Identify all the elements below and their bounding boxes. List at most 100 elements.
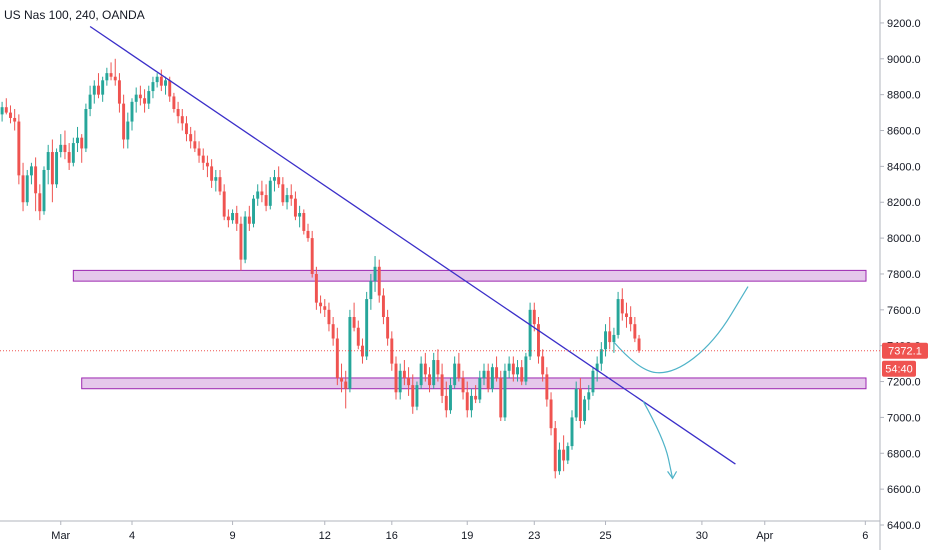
candle-body bbox=[331, 324, 335, 339]
candle-body bbox=[289, 195, 293, 199]
candle-body bbox=[109, 73, 113, 77]
candle-body bbox=[285, 195, 289, 203]
candle-body bbox=[205, 162, 209, 167]
candle-body bbox=[348, 317, 352, 389]
candle-body bbox=[218, 177, 222, 192]
price-tick-label: 7200.0 bbox=[887, 377, 921, 389]
candle-body bbox=[449, 385, 452, 411]
countdown-badge bbox=[882, 360, 916, 377]
candle-body bbox=[465, 392, 469, 411]
candle-body bbox=[616, 299, 620, 335]
time-tick-label: 9 bbox=[230, 530, 236, 542]
candle-body bbox=[159, 76, 163, 86]
candle-body bbox=[457, 363, 461, 378]
candle-body bbox=[252, 198, 255, 224]
price-tick-label: 9000.0 bbox=[887, 54, 921, 66]
candle-body bbox=[88, 94, 92, 109]
candle-body bbox=[29, 166, 33, 176]
candle-body bbox=[402, 370, 406, 378]
candle-body bbox=[50, 152, 54, 185]
candle-body bbox=[59, 144, 63, 153]
candle-body bbox=[235, 213, 239, 224]
candle-body bbox=[419, 363, 423, 386]
candle-body bbox=[310, 238, 314, 274]
candle-body bbox=[80, 137, 84, 149]
candle-body bbox=[168, 80, 172, 97]
candle-body bbox=[604, 331, 607, 350]
candle-body bbox=[587, 392, 591, 400]
candle-body bbox=[176, 109, 180, 117]
candle-body bbox=[482, 370, 486, 378]
candle-body bbox=[4, 107, 8, 113]
candle-body bbox=[440, 374, 444, 396]
candle-body bbox=[503, 370, 507, 418]
candle-body bbox=[461, 377, 465, 393]
price-tick-label: 9200.0 bbox=[887, 18, 921, 30]
candle-body bbox=[97, 85, 100, 95]
price-tick-label: 8800.0 bbox=[887, 90, 921, 102]
candle-body bbox=[130, 101, 134, 122]
price-tick-label: 6400.0 bbox=[887, 520, 921, 532]
candle-body bbox=[524, 356, 528, 382]
time-tick-label: 12 bbox=[319, 530, 331, 542]
candle-body bbox=[21, 175, 25, 203]
candle-body bbox=[562, 449, 566, 461]
candle-body bbox=[38, 193, 42, 212]
candle-body bbox=[260, 191, 264, 196]
candle-body bbox=[411, 385, 415, 407]
candle-body bbox=[214, 177, 218, 181]
current-price-badge bbox=[882, 342, 928, 359]
candle-body bbox=[277, 177, 281, 185]
candle-body bbox=[193, 141, 197, 149]
sr-zone bbox=[72, 269, 867, 282]
candle-body bbox=[474, 395, 478, 400]
candle-body bbox=[319, 302, 323, 307]
price-tick-label: 8600.0 bbox=[887, 126, 921, 138]
candle-body bbox=[545, 374, 549, 400]
projection-curve bbox=[642, 400, 674, 479]
candle-body bbox=[143, 98, 147, 104]
candle-body bbox=[281, 184, 285, 203]
candle-body bbox=[122, 103, 126, 140]
chart-title: US Nas 100, 240, OANDA bbox=[4, 8, 145, 22]
candle-body bbox=[511, 363, 515, 375]
candle-body bbox=[633, 324, 637, 339]
candle-body bbox=[490, 367, 494, 389]
projection-curve bbox=[613, 286, 749, 374]
candle-body bbox=[247, 216, 251, 224]
candle-body bbox=[189, 134, 193, 142]
candle-body bbox=[117, 80, 121, 104]
candle-body bbox=[557, 449, 561, 472]
price-tick-label: 8000.0 bbox=[887, 233, 921, 245]
candle-body bbox=[625, 313, 628, 317]
candle-body bbox=[298, 213, 302, 217]
candle-body bbox=[0, 107, 4, 115]
candle-body bbox=[151, 82, 155, 92]
countdown-label: 54:40 bbox=[885, 364, 913, 376]
candle-body bbox=[361, 345, 364, 357]
candle-body bbox=[113, 76, 117, 81]
candle-body bbox=[541, 356, 545, 375]
candle-body bbox=[185, 123, 188, 135]
time-tick-label: 30 bbox=[696, 530, 708, 542]
candle-body bbox=[398, 370, 402, 393]
candle-body bbox=[390, 338, 394, 364]
candle-body bbox=[595, 363, 599, 371]
candle-body bbox=[608, 331, 612, 343]
candle-body bbox=[415, 385, 419, 407]
candle-body bbox=[155, 76, 159, 83]
time-tick-label: 23 bbox=[528, 530, 540, 542]
candle-body bbox=[105, 73, 109, 81]
candle-body bbox=[377, 266, 381, 296]
candle-body bbox=[13, 117, 17, 122]
trendline bbox=[89, 25, 736, 465]
candle-body bbox=[478, 377, 482, 400]
candle-body bbox=[306, 230, 310, 239]
candle-body bbox=[394, 363, 398, 393]
candle-body bbox=[71, 143, 75, 163]
candle-body bbox=[323, 306, 327, 310]
candle-body bbox=[126, 121, 130, 140]
time-tick-label: 6 bbox=[862, 530, 868, 542]
candle-body bbox=[436, 360, 440, 375]
